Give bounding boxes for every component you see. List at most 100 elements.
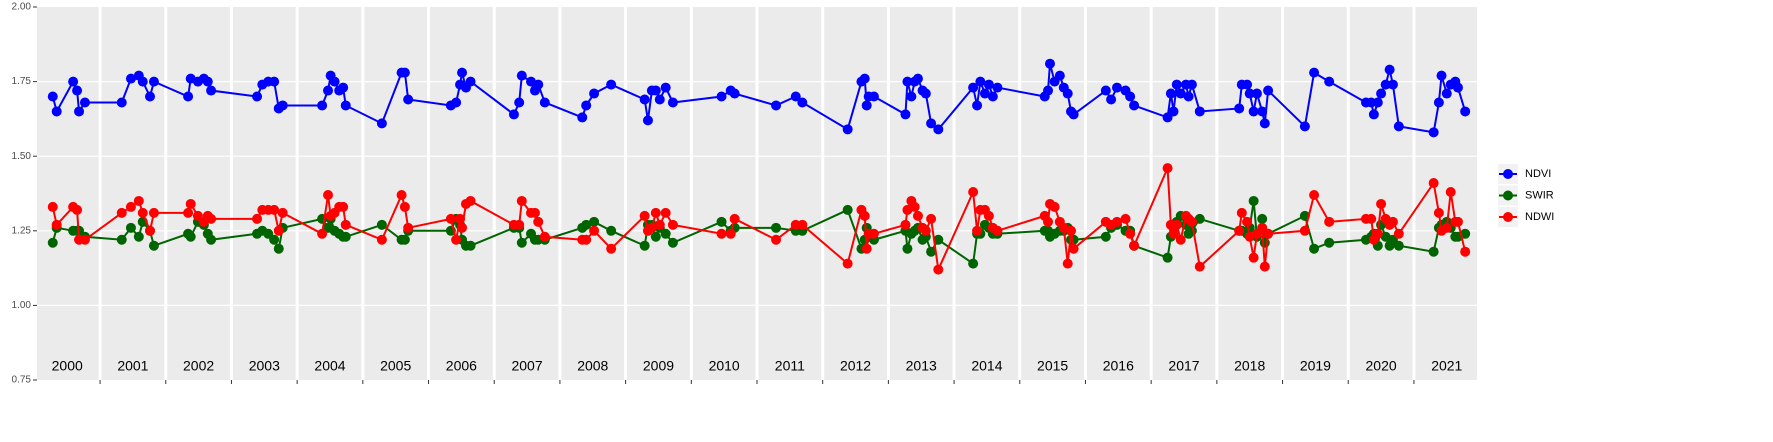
data-point <box>1242 216 1253 227</box>
data-point <box>1062 88 1073 99</box>
data-point <box>589 225 600 236</box>
data-point <box>1162 163 1173 174</box>
y-tick-label: 1.50 <box>12 151 32 162</box>
data-point <box>1324 76 1335 87</box>
data-point <box>660 82 671 93</box>
data-point <box>1234 225 1245 236</box>
data-point <box>979 88 990 99</box>
data-point <box>900 219 911 230</box>
year-label: 2004 <box>314 358 345 374</box>
data-point <box>1165 88 1176 99</box>
data-point <box>206 213 217 224</box>
data-point <box>399 201 410 212</box>
data-point <box>972 225 983 236</box>
year-label: 2010 <box>709 358 740 374</box>
data-point <box>1248 195 1259 206</box>
data-point <box>639 94 650 105</box>
data-point <box>1380 79 1391 90</box>
data-point <box>539 231 550 242</box>
data-point <box>926 118 937 129</box>
data-point <box>1460 228 1471 239</box>
data-point <box>650 207 661 218</box>
data-point <box>465 76 476 87</box>
data-point <box>861 243 872 254</box>
data-point <box>842 258 853 269</box>
data-point <box>202 76 213 87</box>
data-point <box>396 189 407 200</box>
legend-label: SWIR <box>1525 189 1554 201</box>
data-point <box>116 97 127 108</box>
data-point <box>125 201 136 212</box>
year-label: 2005 <box>380 358 411 374</box>
data-point <box>47 91 58 102</box>
data-point <box>273 225 284 236</box>
data-point <box>317 100 328 111</box>
data-point <box>1387 79 1398 90</box>
data-point <box>508 109 519 120</box>
data-point <box>1251 88 1262 99</box>
data-point <box>654 94 665 105</box>
year-label: 2003 <box>249 358 280 374</box>
data-point <box>338 82 349 93</box>
data-point <box>1428 178 1439 189</box>
data-point <box>1043 216 1054 227</box>
data-point <box>968 187 979 198</box>
data-point <box>51 219 62 230</box>
data-point <box>1244 88 1255 99</box>
data-point <box>1309 67 1320 78</box>
data-point <box>1234 103 1245 114</box>
data-point <box>716 228 727 239</box>
data-point <box>133 195 144 206</box>
data-point <box>1044 58 1055 69</box>
data-point <box>606 243 617 254</box>
data-point <box>529 207 540 218</box>
data-point <box>667 219 678 230</box>
data-point <box>1194 213 1205 224</box>
data-point <box>338 201 349 212</box>
year-label: 2009 <box>643 358 674 374</box>
data-point <box>451 234 462 245</box>
data-point <box>47 201 58 212</box>
data-point <box>539 97 550 108</box>
year-label: 2019 <box>1300 358 1331 374</box>
data-point <box>716 216 727 227</box>
data-point <box>1175 234 1186 245</box>
data-point <box>1186 79 1197 90</box>
data-point <box>1068 243 1079 254</box>
data-point <box>1194 261 1205 272</box>
data-point <box>1460 246 1471 257</box>
data-point <box>269 234 280 245</box>
year-label: 2001 <box>117 358 148 374</box>
year-label: 2017 <box>1168 358 1199 374</box>
data-point <box>1242 79 1253 90</box>
data-point <box>79 234 90 245</box>
data-point <box>859 210 870 221</box>
year-label: 2011 <box>775 358 805 374</box>
data-point <box>72 204 83 215</box>
data-point <box>926 246 937 257</box>
data-point <box>983 79 994 90</box>
data-point <box>323 189 334 200</box>
data-point <box>654 219 665 230</box>
data-point <box>445 213 456 224</box>
data-point <box>317 228 328 239</box>
data-point <box>1125 91 1136 102</box>
data-point <box>1263 228 1274 239</box>
data-point <box>1054 70 1065 81</box>
data-point <box>516 237 527 248</box>
data-point <box>900 109 911 120</box>
data-point <box>51 106 62 117</box>
data-point <box>1387 216 1398 227</box>
data-point <box>133 231 144 242</box>
data-point <box>1248 106 1259 117</box>
data-point <box>1376 88 1387 99</box>
data-point <box>277 207 288 218</box>
data-point <box>642 115 653 126</box>
data-point <box>1259 118 1270 129</box>
data-point <box>376 234 387 245</box>
data-point <box>1452 82 1463 93</box>
data-point <box>1129 100 1140 111</box>
data-point <box>185 231 196 242</box>
data-point <box>1299 121 1310 132</box>
data-point <box>1168 228 1179 239</box>
